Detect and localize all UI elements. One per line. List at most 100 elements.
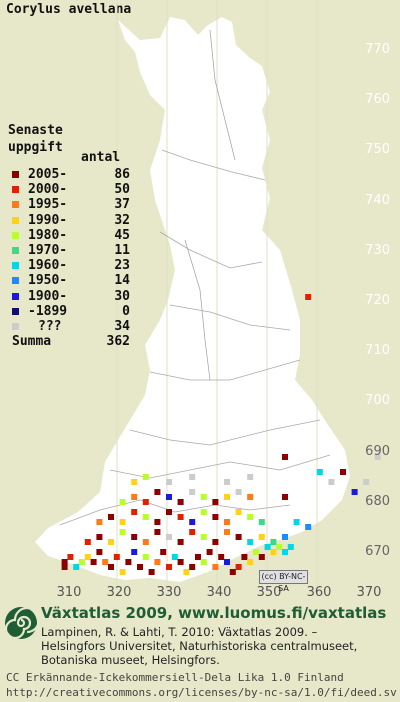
observation-square — [224, 559, 230, 565]
legend-period-label: 1960- — [28, 258, 68, 274]
y-tick-label: 690 — [365, 443, 390, 459]
legend-row: 1990- 32 — [8, 213, 148, 230]
legend-row: 1980- 45 — [8, 228, 148, 245]
legend-swatch — [12, 171, 19, 178]
legend-swatch — [12, 292, 19, 300]
observation-square — [212, 564, 219, 570]
legend-swatch — [12, 307, 19, 315]
observation-square — [328, 479, 335, 485]
observation-square — [154, 489, 161, 495]
observation-square — [258, 554, 265, 560]
observation-square — [154, 519, 161, 525]
y-tick-label: 730 — [365, 242, 390, 258]
observation-square — [241, 554, 248, 560]
observation-square — [177, 539, 184, 545]
observation-square — [166, 534, 172, 540]
legend-period-count: 11 — [114, 243, 130, 258]
observation-square — [177, 499, 184, 505]
observation-square — [351, 489, 358, 495]
legend-swatch — [12, 323, 19, 330]
observation-square — [316, 469, 323, 475]
finland-land — [35, 17, 350, 582]
observation-square — [154, 529, 161, 535]
observation-square — [142, 514, 149, 520]
observation-square — [293, 519, 300, 525]
legend: Senaste uppgift antal 2005- 86 2000- 50 1995… — [8, 122, 130, 349]
x-tick-label: 320 — [106, 585, 132, 600]
observation-square — [119, 569, 126, 575]
observation-square — [195, 554, 201, 560]
observation-square — [142, 539, 149, 545]
x-tick-label: 360 — [306, 585, 332, 600]
observation-square — [276, 544, 283, 550]
observation-square — [90, 559, 97, 565]
observation-square — [131, 549, 138, 555]
observation-square — [189, 474, 196, 480]
observation-square — [61, 564, 68, 570]
x-tick-label: 350 — [256, 585, 282, 600]
observation-square — [73, 564, 80, 570]
observation-square — [154, 559, 161, 565]
observation-square — [96, 534, 103, 540]
y-tick-label: 700 — [365, 393, 390, 409]
legend-row: 1995- 37 — [8, 197, 148, 214]
observation-square — [282, 534, 288, 540]
y-tick-label: 750 — [365, 142, 390, 158]
legend-period-count: 23 — [114, 258, 130, 274]
observation-square — [131, 479, 138, 485]
cc-license-badge[interactable]: (cc) BY-NC-SA — [259, 570, 308, 593]
observation-square — [287, 544, 294, 550]
license-url[interactable]: http://creativecommons.org/licenses/by-n… — [6, 686, 397, 699]
observation-square — [212, 539, 219, 545]
legend-row: -1899 0 — [8, 304, 148, 321]
observation-square — [142, 499, 149, 505]
observation-square — [363, 479, 370, 485]
observation-square — [160, 549, 167, 555]
legend-period-count: 50 — [114, 182, 130, 198]
legend-swatch — [12, 201, 19, 209]
observation-square — [229, 569, 236, 575]
observation-square — [61, 559, 68, 565]
distribution-map — [35, 0, 381, 590]
legend-count-header: antal — [81, 150, 121, 165]
observation-square — [340, 469, 346, 475]
observation-square — [282, 454, 288, 460]
observation-square — [96, 519, 103, 525]
legend-period-count: 86 — [114, 167, 130, 182]
observation-square — [166, 509, 172, 515]
legend-swatch — [12, 186, 19, 194]
y-tick-label: 670 — [365, 544, 390, 559]
license-line-1: CC Erkännande-Ickekommersiell-Dela Lika … — [6, 671, 344, 684]
observation-square — [247, 559, 254, 565]
y-tick-label: 720 — [365, 293, 390, 308]
observation-square — [224, 479, 230, 485]
footer-title[interactable]: Växtatlas 2009, www.luomus.fi/vaxtatlas — [41, 604, 387, 622]
observation-square — [200, 494, 207, 500]
observation-square — [270, 549, 277, 555]
observation-square — [247, 474, 254, 480]
y-tick-label: 740 — [365, 192, 390, 208]
x-tick-label: 310 — [56, 585, 82, 600]
observation-square — [200, 534, 207, 540]
observation-square — [84, 554, 91, 560]
legend-swatch — [12, 277, 19, 285]
legend-swatch — [12, 247, 19, 254]
observation-square — [206, 549, 213, 555]
observation-square — [189, 529, 196, 535]
observation-square — [183, 569, 190, 575]
legend-title-line1: Senaste — [8, 123, 63, 138]
observation-square — [79, 559, 85, 565]
observation-square — [119, 529, 126, 535]
observation-square — [189, 519, 196, 525]
legend-swatch — [12, 216, 19, 224]
observation-square — [258, 534, 265, 540]
observation-square — [189, 489, 196, 495]
observation-square — [102, 559, 109, 565]
observation-square — [218, 554, 225, 560]
legend-period-count: 45 — [114, 227, 130, 243]
observation-square — [96, 549, 103, 555]
legend-swatch — [12, 231, 19, 239]
grid-lines — [116, 0, 318, 590]
legend-row: 1900- 30 — [8, 289, 148, 306]
legend-row: ??? 34 — [8, 319, 148, 336]
